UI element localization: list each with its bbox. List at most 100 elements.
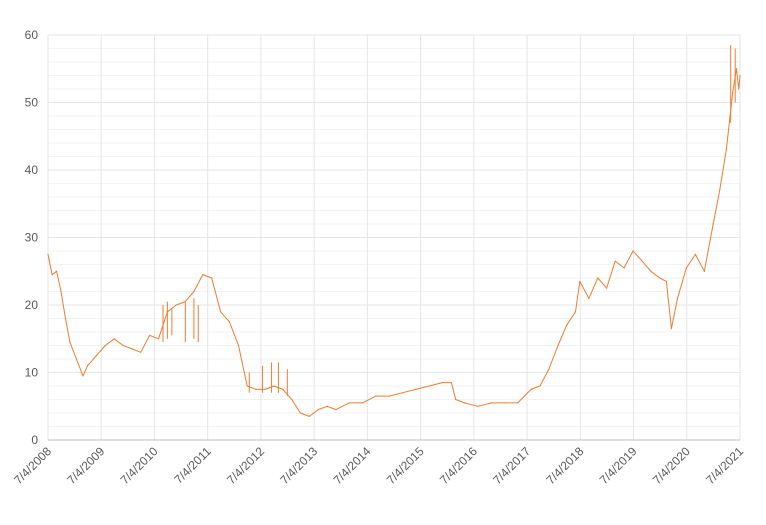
data-point: [641, 260, 643, 262]
data-point: [148, 334, 151, 336]
y-tick-label: 50: [25, 96, 39, 110]
data-point: [685, 267, 687, 269]
data-point: [95, 355, 97, 357]
data-point: [211, 277, 213, 279]
data-point: [361, 402, 364, 404]
data-point: [255, 388, 257, 390]
data-point: [55, 270, 58, 272]
y-tick-label: 60: [25, 28, 39, 42]
data-point: [335, 409, 337, 411]
x-tick-label: 7/4/2014: [331, 444, 374, 487]
x-tick-label: 7/4/2013: [277, 444, 320, 487]
x-tick-label: 7/4/2015: [384, 444, 427, 487]
data-point: [614, 260, 616, 262]
data-point: [490, 402, 492, 404]
x-tick-labels: 7/4/2008 7/4/2009 7/4/2010 7/4/2011 7/4/2012…: [11, 444, 746, 487]
data-point: [69, 341, 71, 343]
data-point: [264, 388, 266, 390]
data-point: [477, 405, 479, 407]
y-tick-labels: 0 10 20 30 40 50 60: [25, 28, 39, 447]
data-point: [51, 274, 53, 276]
data-point: [157, 338, 160, 340]
x-tick-label: 7/4/2011: [172, 444, 215, 487]
series-layer: [47, 45, 741, 417]
data-point: [450, 382, 453, 384]
data-point: [246, 385, 248, 387]
y-tick-label: 0: [31, 433, 38, 447]
data-point: [308, 415, 310, 417]
x-tick-label: 7/4/2021: [703, 444, 746, 487]
data-point: [428, 385, 430, 387]
data-point: [82, 375, 84, 377]
data-point: [703, 270, 705, 272]
x-tick-label: 7/4/2009: [64, 444, 107, 487]
data-point: [193, 290, 195, 293]
data-point: [694, 253, 697, 255]
data-point: [441, 382, 443, 384]
data-point: [299, 412, 302, 414]
data-point: [317, 409, 319, 411]
data-point: [175, 304, 177, 306]
data-point: [75, 358, 78, 360]
data-point: [665, 280, 667, 282]
data-point: [725, 149, 727, 151]
data-point: [735, 68, 738, 70]
y-tick-label: 20: [25, 298, 39, 312]
data-point: [463, 402, 466, 404]
data-point: [676, 297, 679, 299]
data-point: [719, 189, 721, 191]
data-point: [530, 388, 532, 390]
x-tick-label: 7/4/2016: [437, 444, 480, 487]
gridlines: [47, 34, 741, 440]
x-tick-label: 7/4/2018: [543, 444, 586, 487]
data-point: [219, 311, 222, 313]
data-point: [64, 317, 67, 320]
data-point: [557, 344, 559, 347]
data-point: [732, 91, 734, 93]
x-tick-label: 7/4/2017: [490, 444, 533, 487]
y-tick-label: 10: [25, 366, 39, 380]
x-tick-label: 7/4/2020: [650, 444, 693, 487]
data-point: [104, 344, 106, 347]
data-point: [712, 223, 714, 225]
data-point: [504, 402, 506, 404]
data-point: [517, 402, 519, 404]
data-point: [388, 395, 390, 397]
data-point: [291, 398, 293, 401]
data-point: [548, 368, 550, 370]
data-point: [738, 88, 740, 90]
data-point: [228, 321, 231, 323]
data-point: [47, 253, 49, 255]
data-point: [415, 388, 417, 390]
y-tick-label: 30: [25, 231, 39, 245]
series-line: [47, 68, 741, 417]
x-tick-label: 7/4/2008: [11, 444, 54, 487]
data-point: [597, 277, 599, 279]
data-point: [565, 324, 568, 326]
data-point: [623, 267, 625, 269]
data-point: [632, 250, 634, 252]
data-point: [606, 287, 608, 289]
data-point: [539, 385, 541, 387]
data-point: [122, 344, 124, 347]
data-point: [131, 348, 133, 350]
data-point: [140, 351, 142, 353]
data-point: [670, 328, 672, 330]
data-point: [401, 392, 403, 394]
data-point: [650, 270, 652, 272]
data-point: [202, 274, 204, 276]
data-point: [86, 365, 89, 367]
x-tick-label: 7/4/2010: [118, 444, 161, 487]
data-point: [326, 405, 328, 407]
data-point: [588, 297, 590, 299]
data-point: [282, 388, 284, 390]
x-tick-label: 7/4/2012: [224, 444, 267, 487]
data-point: [60, 290, 62, 293]
data-point: [348, 402, 350, 404]
data-point: [574, 311, 577, 313]
data-point: [273, 385, 275, 387]
data-point: [739, 74, 741, 77]
data-point: [375, 395, 377, 397]
data-point: [113, 338, 115, 340]
data-point: [237, 344, 240, 347]
